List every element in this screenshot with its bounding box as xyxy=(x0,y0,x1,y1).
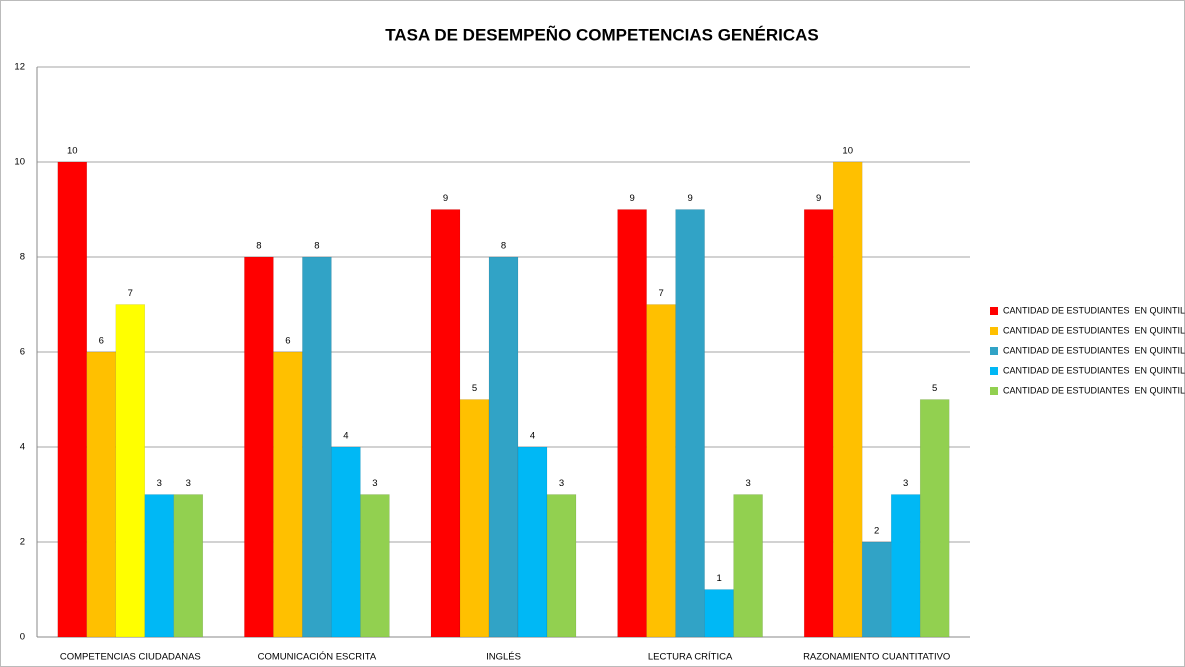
value-label: 4 xyxy=(343,431,348,442)
bar xyxy=(704,589,734,638)
value-label: 9 xyxy=(816,193,821,204)
value-label: 8 xyxy=(501,241,506,252)
y-tick-label: 0 xyxy=(20,632,25,643)
legend-swatch xyxy=(990,327,998,335)
value-label: 3 xyxy=(186,478,191,489)
x-tick-label: RAZONAMIENTO CUANTITATIVO xyxy=(803,652,950,663)
value-label: 5 xyxy=(932,383,937,394)
legend-label: CANTIDAD DE ESTUDIANTES EN QUINTIL III xyxy=(1003,345,1185,355)
legend-label: CANTIDAD DE ESTUDIANTES EN QUINTIL II xyxy=(1003,325,1185,335)
bar xyxy=(173,494,204,638)
bar xyxy=(273,351,303,638)
bar xyxy=(115,304,146,638)
legend-label: CANTIDAD DE ESTUDIANTES EN QUINTIL V xyxy=(1003,385,1185,395)
legend-label: CANTIDAD DE ESTUDIANTES EN QUINTIL IV xyxy=(1003,365,1185,375)
value-label: 4 xyxy=(530,431,535,442)
value-label: 3 xyxy=(745,478,750,489)
bar xyxy=(302,256,332,638)
y-tick-label: 12 xyxy=(14,62,25,73)
value-label: 9 xyxy=(629,193,634,204)
value-label: 5 xyxy=(472,383,477,394)
value-label: 10 xyxy=(67,146,78,157)
bar xyxy=(244,256,274,638)
value-label: 6 xyxy=(99,336,104,347)
x-tick-label: COMPETENCIAS CIUDADANAS xyxy=(60,652,201,663)
legend-swatch xyxy=(990,347,998,355)
value-label: 8 xyxy=(314,241,319,252)
bar xyxy=(517,446,548,638)
bar xyxy=(617,209,647,638)
value-label: 3 xyxy=(157,478,162,489)
bar xyxy=(488,256,519,638)
value-label: 9 xyxy=(443,193,448,204)
bar xyxy=(733,494,763,638)
bar xyxy=(57,161,88,638)
legend-swatch xyxy=(990,367,998,375)
bar xyxy=(861,541,892,638)
y-tick-label: 4 xyxy=(20,442,25,453)
bar xyxy=(86,351,117,638)
value-label: 8 xyxy=(256,241,261,252)
value-label: 2 xyxy=(874,526,879,537)
value-label: 7 xyxy=(658,288,663,299)
bar xyxy=(144,494,175,638)
value-label: 3 xyxy=(372,478,377,489)
legend-label: CANTIDAD DE ESTUDIANTES EN QUINTIL I xyxy=(1003,305,1185,315)
bar xyxy=(832,161,863,638)
value-label: 9 xyxy=(687,193,692,204)
chart-title: TASA DE DESEMPEÑO COMPETENCIAS GENÉRICAS xyxy=(385,24,819,44)
bar xyxy=(360,494,390,638)
bar xyxy=(459,399,490,638)
bar xyxy=(646,304,676,638)
y-tick-label: 8 xyxy=(20,252,25,263)
x-tick-label: COMUNICACIÓN ESCRITA xyxy=(258,652,377,663)
value-label: 3 xyxy=(903,478,908,489)
value-label: 7 xyxy=(128,288,133,299)
value-label: 1 xyxy=(716,573,721,584)
legend-swatch xyxy=(990,307,998,315)
bar xyxy=(803,209,834,638)
y-tick-label: 6 xyxy=(20,347,25,358)
bar xyxy=(675,209,705,638)
y-tick-label: 10 xyxy=(14,157,25,168)
y-tick-label: 2 xyxy=(20,537,25,548)
value-label: 10 xyxy=(842,146,853,157)
x-tick-label: INGLÉS xyxy=(486,652,521,663)
value-label: 6 xyxy=(285,336,290,347)
bar xyxy=(331,446,361,638)
legend-swatch xyxy=(990,387,998,395)
bar xyxy=(919,399,950,638)
value-label: 3 xyxy=(559,478,564,489)
bar xyxy=(890,494,921,638)
bar xyxy=(546,494,577,638)
x-tick-label: LECTURA CRÍTICA xyxy=(648,652,733,663)
bar xyxy=(430,209,461,638)
